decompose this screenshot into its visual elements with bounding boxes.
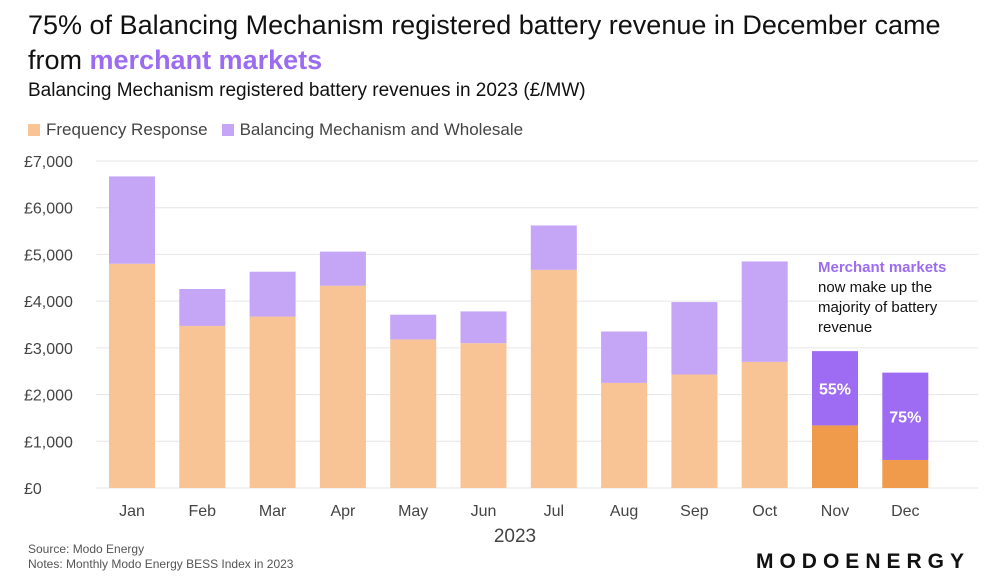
bar-frequency-response-jul — [530, 269, 577, 488]
bar-frequency-response-jan — [109, 263, 155, 488]
bar-label-dec: 75% — [889, 409, 921, 426]
bar-frequency-response-nov — [812, 425, 858, 488]
chart-title-text: 75% of Balancing Mechanism registered ba… — [28, 10, 941, 75]
bar-label-nov: 55% — [819, 381, 851, 398]
annotation-line-3: revenue — [818, 319, 872, 336]
y-tick-label-6000: £6,000 — [24, 201, 73, 218]
bar-frequency-response-mar — [249, 316, 296, 488]
y-tick-label-5000: £5,000 — [24, 247, 73, 264]
x-tick-label-jan: Jan — [119, 503, 145, 520]
bar-frequency-response-aug — [601, 382, 648, 488]
bar-bm-wholesale-feb — [179, 288, 226, 326]
x-tick-label-feb: Feb — [189, 503, 217, 520]
bar-bm-wholesale-dec — [882, 372, 929, 460]
bar-bm-wholesale-nov — [812, 351, 858, 426]
bar-bm-wholesale-oct — [741, 261, 788, 362]
bar-bm-wholesale-jan — [109, 176, 155, 264]
x-tick-label-may: May — [398, 503, 428, 520]
bar-bm-wholesale-jul — [530, 225, 577, 270]
x-tick-label-jun: Jun — [471, 503, 497, 520]
chart-title: 75% of Balancing Mechanism registered ba… — [28, 8, 978, 78]
bar-bm-wholesale-may — [390, 314, 437, 340]
legend-item-bm-wholesale: Balancing Mechanism and Wholesale — [221, 120, 524, 140]
bar-frequency-response-oct — [741, 361, 788, 488]
y-tick-label-1000: £1,000 — [24, 434, 73, 451]
legend-swatch-bm-wholesale — [221, 124, 234, 136]
bar-bm-wholesale-sep — [671, 302, 718, 375]
footer-source: Source: Modo Energy — [28, 542, 145, 556]
bar-bm-wholesale-mar — [249, 271, 296, 317]
bar-frequency-response-may — [390, 339, 437, 488]
bar-frequency-response-jun — [460, 343, 507, 488]
annotation-line-2: majority of battery — [818, 299, 938, 316]
x-tick-label-oct: Oct — [752, 503, 777, 520]
legend: Frequency Response Balancing Mechanism a… — [28, 120, 537, 140]
legend-swatch-frequency-response — [28, 124, 40, 136]
bar-frequency-response-apr — [319, 285, 366, 488]
bar-frequency-response-feb — [179, 325, 226, 488]
footer: Source: Modo Energy Notes: Monthly Modo … — [28, 542, 293, 572]
bar-frequency-response-sep — [671, 374, 718, 488]
bar-bm-wholesale-jun — [460, 311, 507, 344]
legend-label-bm-wholesale: Balancing Mechanism and Wholesale — [239, 120, 524, 139]
brand-logo: MODOENERGY — [755, 550, 970, 573]
x-tick-label-jul: Jul — [544, 503, 564, 520]
y-tick-label-0: £0 — [24, 481, 42, 498]
chart-title-highlight: merchant markets — [89, 45, 323, 75]
y-tick-label-4000: £4,000 — [24, 294, 73, 311]
annotation-line-1: now make up the — [818, 279, 932, 296]
y-tick-label-2000: £2,000 — [24, 388, 73, 405]
x-tick-label-sep: Sep — [680, 503, 709, 520]
legend-item-frequency-response: Frequency Response — [28, 120, 208, 140]
x-tick-label-apr: Apr — [330, 503, 356, 520]
x-tick-label-aug: Aug — [610, 503, 638, 520]
chart-subtitle: Balancing Mechanism registered battery r… — [28, 80, 586, 101]
x-axis-title: 2023 — [494, 526, 536, 547]
x-tick-label-mar: Mar — [259, 503, 287, 520]
y-tick-label-7000: £7,000 — [24, 154, 73, 171]
legend-label-frequency-response: Frequency Response — [46, 120, 208, 139]
x-tick-label-nov: Nov — [821, 503, 849, 520]
bar-bm-wholesale-aug — [601, 331, 648, 383]
y-tick-label-3000: £3,000 — [24, 341, 73, 358]
bar-bm-wholesale-apr — [319, 251, 366, 286]
footer-notes: Notes: Monthly Modo Energy BESS Index in… — [28, 557, 294, 571]
bar-frequency-response-dec — [882, 459, 929, 488]
annotation-highlight: Merchant markets — [818, 259, 946, 276]
x-tick-label-dec: Dec — [891, 503, 919, 520]
